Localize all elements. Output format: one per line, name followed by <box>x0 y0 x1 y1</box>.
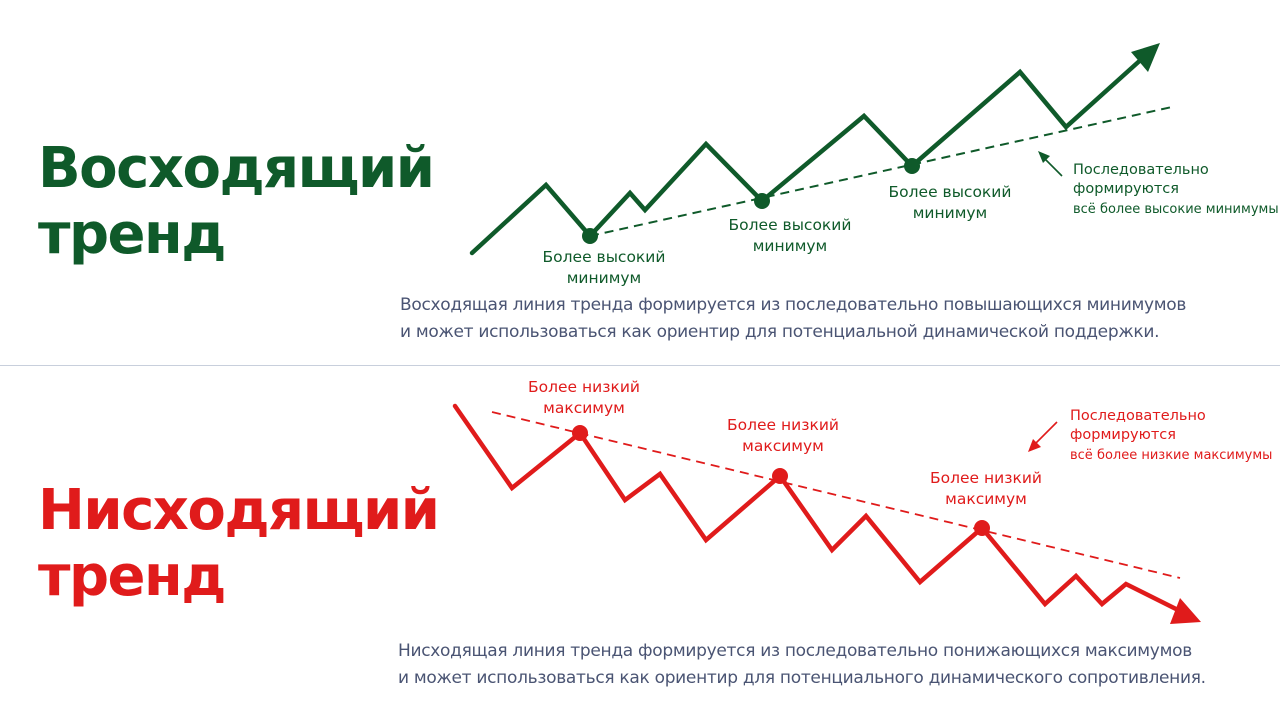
downtrend-title-line1: Нисходящий <box>38 478 440 543</box>
uptrend-title-line2: тренд <box>38 202 226 267</box>
uptrend-low-label-3-line2: минимум <box>913 204 988 222</box>
uptrend-support-line <box>589 106 1173 237</box>
uptrend-description: Восходящая линия тренда формируется из п… <box>400 292 1186 346</box>
uptrend-note-line1: Последовательно <box>1073 162 1209 178</box>
downtrend-note-line1: Последовательно <box>1070 408 1206 424</box>
uptrend-note-line2: формируются <box>1073 181 1179 197</box>
downtrend-high-label-3-line2: максимум <box>945 490 1027 508</box>
downtrend-price-line <box>452 403 1181 613</box>
uptrend-low-label-2-line1: Более высокий <box>729 216 852 234</box>
uptrend-low-point-3 <box>904 158 920 174</box>
downtrend-chart: Более низкий максимум Более низкий макси… <box>452 378 1272 624</box>
downtrend-high-label-3-line1: Более низкий <box>930 469 1042 487</box>
uptrend-title-line1: Восходящий <box>38 136 435 201</box>
downtrend-note-line3: всё более низкие максимумы <box>1070 448 1272 463</box>
downtrend-high-label-2-line2: максимум <box>742 437 824 455</box>
uptrend-arrowhead <box>1131 43 1160 72</box>
downtrend-high-label-1-line2: максимум <box>543 399 625 417</box>
uptrend-note-line3: всё более высокие минимумы <box>1073 202 1279 217</box>
uptrend-description-line2: и может использоваться как ориентир для … <box>400 322 1160 342</box>
downtrend-high-point-1 <box>572 425 588 441</box>
downtrend-description-line2: и может использоваться как ориентир для … <box>398 668 1206 688</box>
downtrend-title-line2: тренд <box>38 544 226 609</box>
uptrend-low-point-2 <box>754 193 770 209</box>
downtrend-description-line1: Нисходящая линия тренда формируется из п… <box>398 641 1192 661</box>
uptrend-price-line <box>469 53 1148 256</box>
uptrend-chart: Более высокий минимум Более высокий мини… <box>469 43 1279 287</box>
uptrend-low-point-1 <box>582 228 598 244</box>
downtrend-arrowhead <box>1170 598 1201 624</box>
uptrend-section: Восходящий тренд Более высокий минимум Б… <box>38 43 1279 346</box>
downtrend-title: Нисходящий тренд <box>38 478 440 610</box>
downtrend-high-label-1-line1: Более низкий <box>528 378 640 396</box>
uptrend-description-line1: Восходящая линия тренда формируется из п… <box>400 295 1187 315</box>
downtrend-resistance-line <box>491 411 1181 579</box>
section-divider <box>0 365 1280 366</box>
uptrend-low-label-1-line2: минимум <box>567 269 642 287</box>
uptrend-title: Восходящий тренд <box>38 136 435 268</box>
downtrend-high-point-3 <box>974 520 990 536</box>
downtrend-note-pointer <box>1033 421 1058 446</box>
uptrend-low-label-2-line2: минимум <box>753 237 828 255</box>
uptrend-note-pointer-head <box>1038 151 1050 163</box>
uptrend-low-label-1-line1: Более высокий <box>543 248 666 266</box>
downtrend-section: Нисходящий тренд Более низкий максимум Б… <box>0 366 1280 720</box>
downtrend-note-pointer-head <box>1028 439 1041 452</box>
uptrend-low-label-3-line1: Более высокий <box>889 183 1012 201</box>
downtrend-note-line2: формируются <box>1070 427 1176 443</box>
downtrend-description: Нисходящая линия тренда формируется из п… <box>398 638 1206 692</box>
uptrend-note-pointer <box>1043 157 1063 177</box>
downtrend-high-point-2 <box>772 468 788 484</box>
downtrend-high-label-2-line1: Более низкий <box>727 416 839 434</box>
